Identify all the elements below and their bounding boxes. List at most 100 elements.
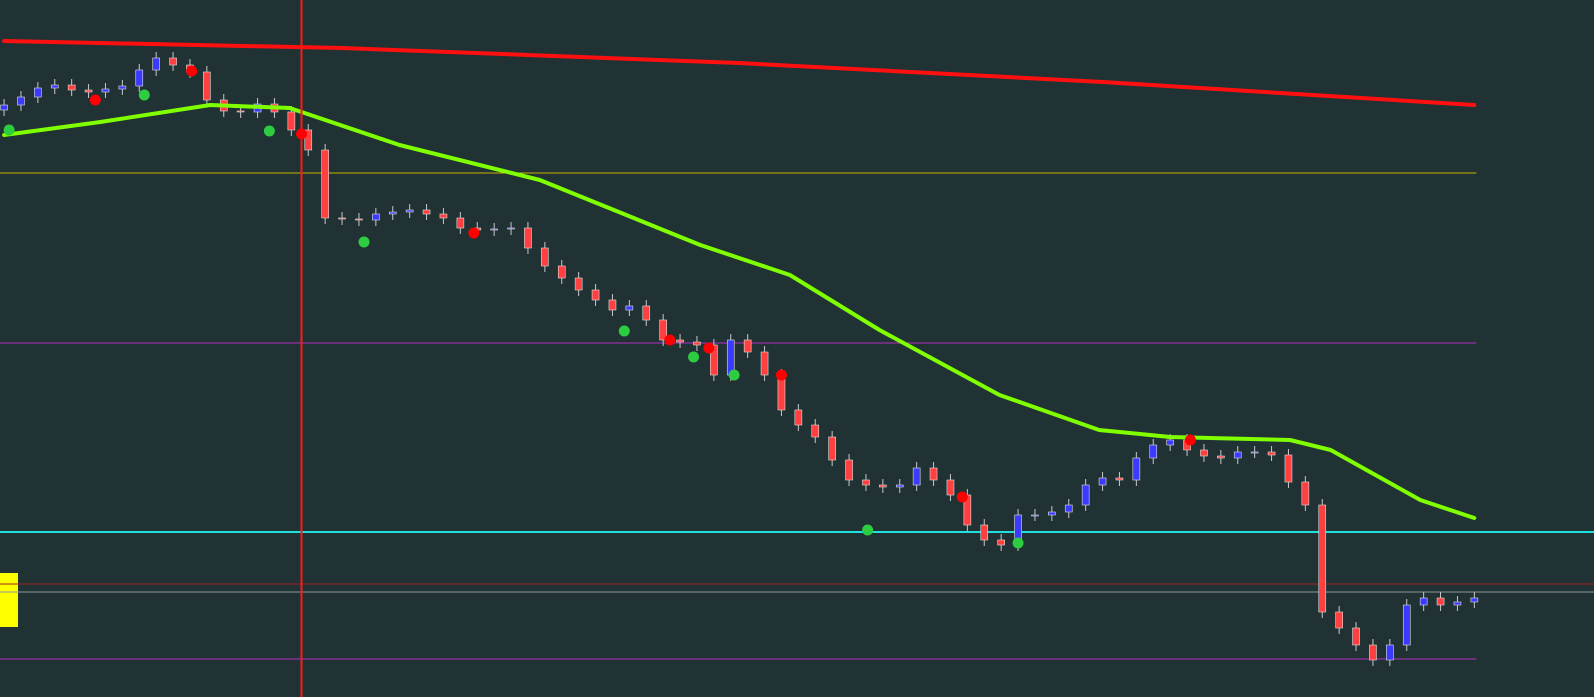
candle-body [135, 69, 144, 87]
candle-body [1352, 627, 1360, 646]
candle-body [287, 111, 296, 131]
candle-body [1335, 611, 1343, 629]
candle-body [811, 424, 820, 438]
candle-body [203, 71, 211, 101]
signal-dot [295, 128, 307, 140]
candle-body [169, 57, 177, 66]
signal-dot [186, 65, 198, 77]
signal-dot [89, 94, 101, 106]
candle-body [760, 351, 769, 376]
candle-body [118, 85, 127, 90]
candle-body [693, 341, 701, 346]
moving-average [2, 103, 1477, 520]
candle-body [1132, 457, 1141, 481]
candle-body [743, 339, 752, 353]
candle-body [1419, 597, 1428, 606]
candle-body [1301, 481, 1310, 506]
candle-body [439, 213, 448, 219]
signal-dot [263, 125, 275, 137]
candle-body [388, 211, 397, 215]
candle-body [1233, 451, 1242, 459]
candle-body [1402, 604, 1411, 646]
candle-body [34, 87, 42, 98]
signal-dot [468, 227, 480, 239]
candle-body [1064, 504, 1073, 513]
candle-body [625, 305, 634, 311]
candle-body [929, 467, 938, 481]
candle-body [1284, 454, 1293, 483]
candle-body [828, 436, 836, 461]
candle-body [895, 484, 904, 488]
candle-body [1081, 484, 1090, 506]
candle-body [1115, 477, 1124, 481]
signal-dot [688, 351, 700, 363]
candle-body [1436, 597, 1445, 606]
candle-body [1250, 451, 1259, 454]
candle-body [50, 84, 59, 89]
signal-dot [358, 236, 370, 248]
moving-average [2, 39, 1477, 107]
signal-dot [862, 524, 874, 536]
candle-body [541, 247, 549, 267]
candle-body [67, 84, 76, 91]
candle-body [1098, 477, 1107, 486]
candle-body [1031, 514, 1039, 517]
candle-body [321, 149, 329, 219]
candle-body [0, 104, 8, 111]
candle-body [17, 96, 25, 106]
signal-dot [664, 334, 676, 346]
candle-body [1149, 444, 1158, 459]
candle-body [1200, 449, 1208, 457]
candle-body [676, 339, 684, 343]
price-marker [0, 573, 18, 627]
candle-body [574, 277, 583, 291]
candle-body [338, 217, 346, 220]
candle-body [845, 459, 853, 481]
candle-body [710, 344, 718, 376]
signal-dot [956, 491, 968, 503]
candle-body [946, 479, 955, 496]
candle-body [997, 539, 1005, 546]
candle-body [1318, 504, 1327, 613]
candle-body [659, 319, 667, 341]
candle-body [912, 467, 921, 486]
candle-body [84, 89, 93, 93]
candle-body [490, 228, 498, 231]
candle-body [507, 227, 515, 230]
candle-body [642, 305, 651, 321]
signal-dot [775, 369, 787, 381]
candle-body [524, 227, 532, 249]
candle-body [236, 110, 245, 113]
candle-body [1369, 644, 1377, 661]
candle-body [372, 213, 380, 221]
candle-body [557, 265, 566, 279]
signal-dot [138, 89, 150, 101]
signal-dot [728, 369, 740, 381]
candle-body [101, 88, 110, 93]
signal-dot [3, 124, 15, 136]
candle-body [608, 299, 617, 311]
candle-body [152, 57, 160, 71]
candle-body [862, 479, 870, 486]
candle-body [1048, 511, 1056, 516]
signal-dot [703, 342, 715, 354]
candle-body [1217, 455, 1225, 459]
candle-body [456, 217, 465, 229]
candle-body [591, 289, 600, 301]
candle-body [980, 524, 989, 541]
candle-body [1453, 601, 1462, 606]
candle-body [304, 129, 313, 151]
candle-body [1470, 597, 1479, 603]
candle-body [1166, 439, 1174, 446]
candle-body [355, 218, 363, 221]
signal-dot [618, 325, 630, 337]
candle-body [1386, 644, 1394, 661]
candle-body [794, 409, 803, 426]
candle-body [879, 484, 887, 488]
candle-body [1267, 451, 1276, 456]
signal-dot [1012, 537, 1024, 549]
candle-body [422, 209, 431, 215]
